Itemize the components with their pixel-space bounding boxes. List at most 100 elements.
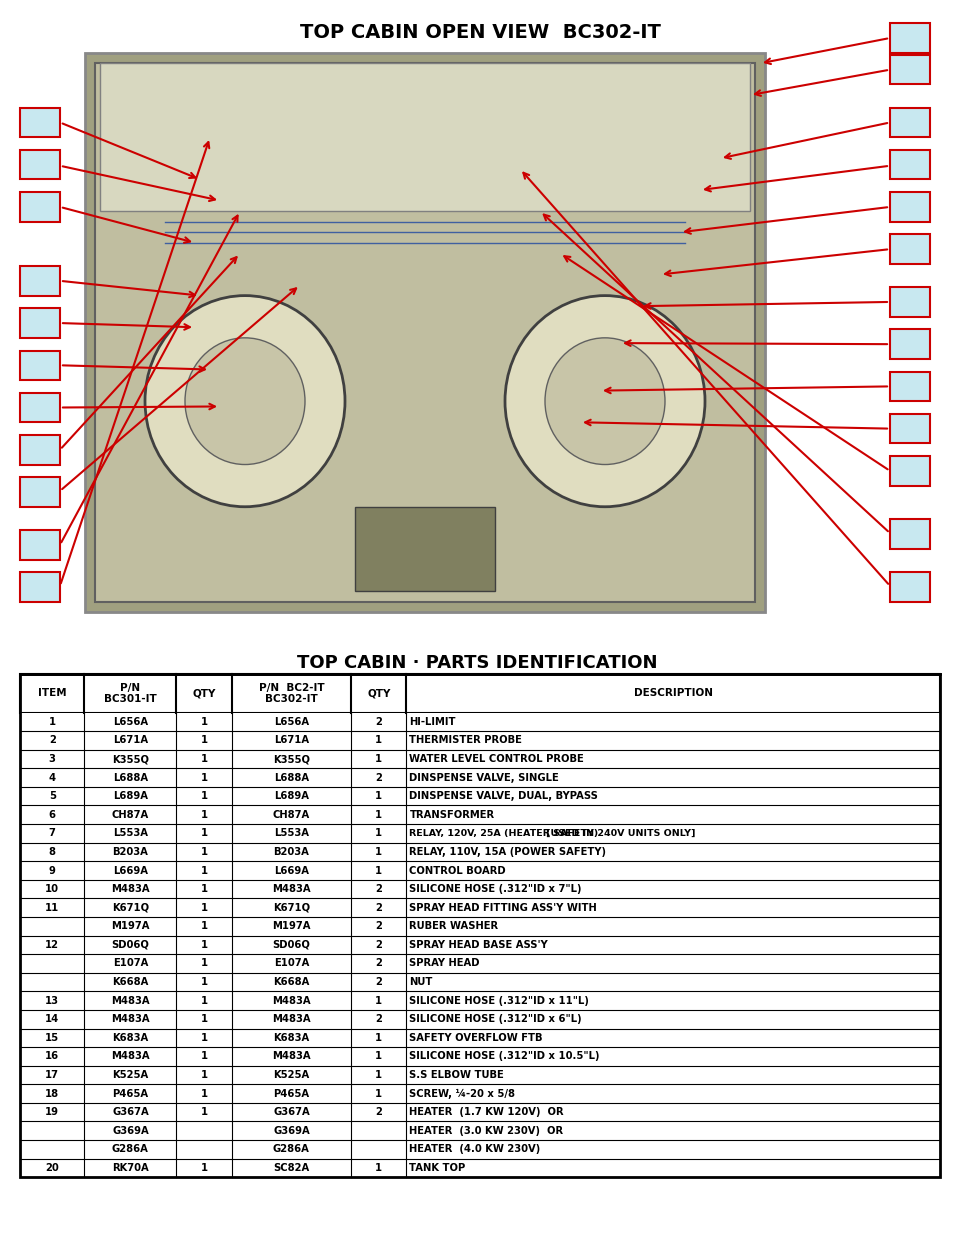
Text: RELAY, 110V, 15A (POWER SAFETY): RELAY, 110V, 15A (POWER SAFETY) — [409, 847, 606, 857]
Text: M483A: M483A — [272, 884, 311, 894]
Text: WATER LEVEL CONTROL PROBE: WATER LEVEL CONTROL PROBE — [409, 755, 583, 764]
Text: 1: 1 — [200, 847, 208, 857]
Bar — [20, 731, 939, 750]
Text: TOP CABIN OPEN VIEW  BC302-IT: TOP CABIN OPEN VIEW BC302-IT — [299, 23, 659, 42]
Text: RUBER WASHER: RUBER WASHER — [409, 921, 498, 931]
Bar — [20, 107, 60, 137]
Bar — [20, 1010, 939, 1029]
Text: 2: 2 — [375, 977, 382, 987]
Text: 2: 2 — [375, 921, 382, 931]
Text: HEATER  (3.0 KW 230V)  OR: HEATER (3.0 KW 230V) OR — [409, 1126, 563, 1136]
Text: 1: 1 — [200, 995, 208, 1005]
Text: 1: 1 — [200, 1032, 208, 1042]
Text: SD06Q: SD06Q — [112, 940, 150, 950]
Text: 6: 6 — [49, 810, 55, 820]
Text: 12: 12 — [45, 940, 59, 950]
Bar — [85, 53, 764, 613]
Text: 1: 1 — [200, 716, 208, 727]
Text: 8: 8 — [49, 847, 55, 857]
Text: K683A: K683A — [273, 1032, 309, 1042]
Text: G367A: G367A — [273, 1107, 310, 1118]
Text: QTY: QTY — [193, 688, 215, 699]
Text: 11: 11 — [45, 903, 59, 913]
Text: 18: 18 — [45, 1088, 59, 1099]
Bar — [20, 824, 939, 842]
Bar — [20, 530, 60, 559]
Text: HEATER  (1.7 KW 120V)  OR: HEATER (1.7 KW 120V) OR — [409, 1107, 563, 1118]
Text: 1: 1 — [200, 810, 208, 820]
Text: 1: 1 — [200, 1014, 208, 1024]
Bar — [20, 918, 939, 936]
Text: B203A: B203A — [112, 847, 148, 857]
Bar — [20, 674, 939, 713]
Bar — [20, 973, 939, 992]
Text: 2: 2 — [375, 940, 382, 950]
Text: SPRAY HEAD FITTING ASS'Y WITH: SPRAY HEAD FITTING ASS'Y WITH — [409, 903, 597, 913]
Text: 1: 1 — [375, 735, 382, 746]
Text: 1: 1 — [200, 735, 208, 746]
Text: 1: 1 — [200, 792, 208, 802]
Text: HI-LIMIT: HI-LIMIT — [409, 716, 456, 727]
Circle shape — [185, 338, 305, 464]
Text: RELAY, 120V, 25A (HEATER SAFETY): RELAY, 120V, 25A (HEATER SAFETY) — [409, 829, 601, 837]
Bar — [20, 750, 939, 768]
Bar — [20, 393, 60, 422]
Bar — [20, 1121, 939, 1140]
Text: 15: 15 — [45, 1032, 59, 1042]
Text: TRANSFORMER: TRANSFORMER — [409, 810, 494, 820]
Bar — [20, 1103, 939, 1121]
Bar — [20, 936, 939, 955]
Text: 5: 5 — [49, 792, 55, 802]
Text: L671A: L671A — [112, 735, 148, 746]
Text: 2: 2 — [375, 773, 382, 783]
Bar — [889, 54, 929, 84]
Text: 2: 2 — [375, 903, 382, 913]
Text: 20: 20 — [46, 1163, 59, 1173]
Text: M483A: M483A — [111, 995, 150, 1005]
Text: 2: 2 — [375, 716, 382, 727]
Text: 1: 1 — [200, 903, 208, 913]
Bar — [889, 193, 929, 222]
Text: 10: 10 — [45, 884, 59, 894]
Text: L688A: L688A — [112, 773, 148, 783]
Bar — [889, 288, 929, 316]
Bar — [100, 63, 749, 211]
Bar — [889, 107, 929, 137]
Text: K668A: K668A — [273, 977, 310, 987]
Text: THERMISTER PROBE: THERMISTER PROBE — [409, 735, 521, 746]
Bar — [20, 992, 939, 1010]
Text: SILICONE HOSE (.312"ID x 7"L): SILICONE HOSE (.312"ID x 7"L) — [409, 884, 581, 894]
Text: K671Q: K671Q — [112, 903, 149, 913]
Text: CH87A: CH87A — [273, 810, 310, 820]
Text: 1: 1 — [375, 1051, 382, 1061]
Bar — [20, 477, 60, 506]
Text: P/N  BC2-IT
BC302-IT: P/N BC2-IT BC302-IT — [258, 683, 324, 704]
Text: L553A: L553A — [274, 829, 309, 839]
Text: K355Q: K355Q — [273, 755, 310, 764]
Text: E107A: E107A — [112, 958, 148, 968]
Bar — [20, 674, 939, 1177]
Text: 2: 2 — [375, 1107, 382, 1118]
Text: 1: 1 — [375, 1163, 382, 1173]
Bar — [889, 149, 929, 179]
Bar — [20, 805, 939, 824]
Bar — [20, 955, 939, 973]
Text: NUT: NUT — [409, 977, 433, 987]
Text: G286A: G286A — [112, 1145, 149, 1155]
Bar — [20, 351, 60, 380]
Text: 1: 1 — [200, 829, 208, 839]
Text: 1: 1 — [200, 1107, 208, 1118]
Bar — [95, 63, 754, 601]
Text: DESCRIPTION: DESCRIPTION — [633, 688, 712, 699]
Text: 1: 1 — [200, 1070, 208, 1079]
Text: 1: 1 — [200, 755, 208, 764]
Bar — [20, 787, 939, 805]
Text: G367A: G367A — [112, 1107, 149, 1118]
Text: 1: 1 — [375, 1088, 382, 1099]
Bar — [20, 1047, 939, 1066]
Text: SILICONE HOSE (.312"ID x 10.5"L): SILICONE HOSE (.312"ID x 10.5"L) — [409, 1051, 599, 1061]
Bar — [20, 879, 939, 898]
Bar — [20, 1066, 939, 1084]
Text: 1: 1 — [375, 755, 382, 764]
Bar — [889, 235, 929, 264]
